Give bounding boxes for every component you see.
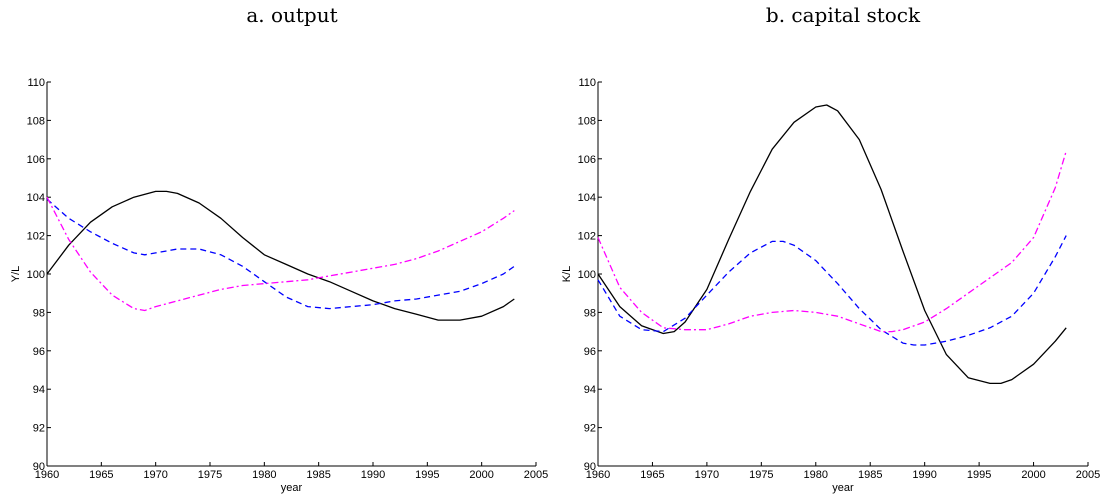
y-tick-label: 92 bbox=[584, 423, 596, 435]
x-tick-label: 1975 bbox=[749, 469, 773, 481]
y-tick-label: 108 bbox=[578, 115, 596, 127]
x-tick-label: 1990 bbox=[361, 469, 385, 481]
y-tick-label: 108 bbox=[27, 115, 45, 127]
y-tick-label: 102 bbox=[27, 231, 45, 243]
y-tick-label: 90 bbox=[33, 461, 45, 473]
series-line-dashdot bbox=[597, 150, 1067, 333]
panel-0: a. output 90 92 94 96 98 100 102 104 106 108 110 196… bbox=[10, 3, 548, 494]
x-tick-label: 1965 bbox=[640, 469, 664, 481]
series-line-solid bbox=[597, 104, 1067, 385]
y-tick-label: 94 bbox=[33, 384, 45, 396]
x-tick-label: 1975 bbox=[198, 469, 222, 481]
y-axis-label: K/L bbox=[561, 266, 573, 283]
x-tick-label: 1960 bbox=[35, 469, 59, 481]
x-axis-label: year bbox=[281, 482, 303, 494]
x-tick-label: 1980 bbox=[252, 469, 276, 481]
x-tick-label: 1985 bbox=[306, 469, 330, 481]
series-line-solid bbox=[46, 190, 515, 321]
panel-1: b. capital stock 90 92 94 96 98 100 102 104 106 10… bbox=[561, 3, 1100, 494]
chart-title: b. capital stock bbox=[766, 3, 921, 27]
x-tick-label: 2000 bbox=[1021, 469, 1045, 481]
x-tick-label: 1970 bbox=[695, 469, 719, 481]
x-tick-label: 2005 bbox=[524, 469, 548, 481]
x-tick-label: 2005 bbox=[1076, 469, 1100, 481]
y-axis-label: Y/L bbox=[10, 266, 22, 283]
series-line-dashdot bbox=[46, 196, 515, 312]
x-tick-label: 1990 bbox=[912, 469, 936, 481]
y-tick-label: 104 bbox=[27, 192, 45, 204]
y-tick-label: 110 bbox=[578, 77, 596, 89]
y-tick-label: 106 bbox=[578, 154, 596, 166]
y-tick-label: 98 bbox=[584, 307, 596, 319]
y-tick-label: 92 bbox=[33, 423, 45, 435]
y-tick-label: 110 bbox=[27, 77, 45, 89]
x-axis-label: year bbox=[832, 482, 854, 494]
y-tick-label: 98 bbox=[33, 307, 45, 319]
x-tick-label: 1960 bbox=[586, 469, 610, 481]
y-tick-label: 94 bbox=[584, 384, 596, 396]
x-tick-label: 1985 bbox=[858, 469, 882, 481]
x-tick-label: 1965 bbox=[89, 469, 113, 481]
y-tick-label: 100 bbox=[27, 269, 45, 281]
y-tick-label: 96 bbox=[584, 346, 596, 358]
y-tick-label: 104 bbox=[578, 192, 596, 204]
series-line-dashed bbox=[46, 198, 515, 310]
x-tick-label: 1970 bbox=[143, 469, 167, 481]
y-tick-label: 90 bbox=[584, 461, 596, 473]
x-tick-label: 1980 bbox=[804, 469, 828, 481]
x-tick-label: 1995 bbox=[415, 469, 439, 481]
x-tick-label: 2000 bbox=[469, 469, 493, 481]
chart-title: a. output bbox=[246, 3, 337, 27]
x-tick-label: 1995 bbox=[967, 469, 991, 481]
y-tick-label: 106 bbox=[27, 154, 45, 166]
y-tick-label: 102 bbox=[578, 231, 596, 243]
y-tick-label: 96 bbox=[33, 346, 45, 358]
series-line-dashed bbox=[597, 235, 1067, 346]
y-tick-label: 100 bbox=[578, 269, 596, 281]
